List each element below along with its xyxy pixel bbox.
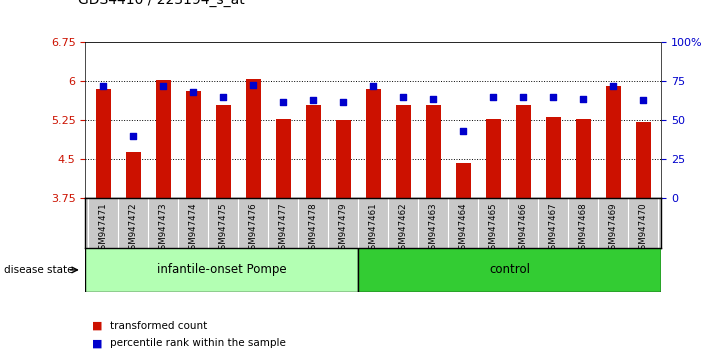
Text: ■: ■ xyxy=(92,338,103,348)
Text: GSM947477: GSM947477 xyxy=(279,202,288,255)
Text: GSM947464: GSM947464 xyxy=(459,202,468,255)
Text: GSM947478: GSM947478 xyxy=(309,202,318,255)
Bar xyxy=(276,119,291,198)
Text: GSM947475: GSM947475 xyxy=(219,202,228,255)
Bar xyxy=(358,248,661,292)
Point xyxy=(518,94,529,100)
Bar xyxy=(186,91,201,198)
Point xyxy=(158,83,169,89)
Point xyxy=(547,94,559,100)
Bar xyxy=(606,86,621,198)
Text: percentile rank within the sample: percentile rank within the sample xyxy=(110,338,286,348)
Text: infantile-onset Pompe: infantile-onset Pompe xyxy=(157,263,287,276)
Bar xyxy=(365,89,381,198)
Text: GSM947474: GSM947474 xyxy=(189,202,198,255)
Bar xyxy=(396,105,411,198)
Text: GSM947471: GSM947471 xyxy=(99,202,108,255)
Bar xyxy=(636,122,651,198)
Point xyxy=(218,94,229,100)
Point xyxy=(607,83,619,89)
Bar xyxy=(515,105,530,198)
Bar xyxy=(126,152,141,198)
Text: GSM947467: GSM947467 xyxy=(549,202,557,255)
Text: disease state: disease state xyxy=(4,265,73,275)
Text: GSM947470: GSM947470 xyxy=(638,202,648,255)
Text: GSM947468: GSM947468 xyxy=(579,202,588,255)
Bar xyxy=(576,119,591,198)
Point xyxy=(188,90,199,95)
Point xyxy=(97,83,109,89)
Point xyxy=(577,96,589,101)
Bar xyxy=(216,105,231,198)
Point xyxy=(397,94,409,100)
Text: GSM947463: GSM947463 xyxy=(429,202,438,255)
Text: GSM947462: GSM947462 xyxy=(399,202,408,255)
Point xyxy=(277,99,289,104)
Point xyxy=(488,94,499,100)
Text: GSM947461: GSM947461 xyxy=(369,202,378,255)
Text: GSM947466: GSM947466 xyxy=(519,202,528,255)
Bar xyxy=(156,80,171,198)
Bar xyxy=(96,89,111,198)
Text: GSM947476: GSM947476 xyxy=(249,202,258,255)
Text: GSM947469: GSM947469 xyxy=(609,202,618,255)
Text: GDS4410 / 223194_s_at: GDS4410 / 223194_s_at xyxy=(78,0,245,7)
Bar xyxy=(486,119,501,198)
Text: GSM947479: GSM947479 xyxy=(338,202,348,255)
Text: GSM947465: GSM947465 xyxy=(488,202,498,255)
Text: control: control xyxy=(489,263,530,276)
Point xyxy=(638,97,649,103)
Bar xyxy=(546,117,561,198)
Point xyxy=(338,99,349,104)
Point xyxy=(368,83,379,89)
Bar xyxy=(456,164,471,198)
Point xyxy=(427,96,439,101)
Point xyxy=(247,82,259,87)
Bar xyxy=(246,79,261,198)
Text: GSM947473: GSM947473 xyxy=(159,202,168,255)
Text: transformed count: transformed count xyxy=(110,321,208,331)
Bar xyxy=(306,105,321,198)
Point xyxy=(308,97,319,103)
Point xyxy=(128,133,139,139)
Text: ■: ■ xyxy=(92,321,103,331)
Text: GSM947472: GSM947472 xyxy=(129,202,138,255)
Bar xyxy=(336,120,351,198)
Bar xyxy=(85,248,358,292)
Bar xyxy=(426,105,441,198)
Point xyxy=(458,129,469,134)
